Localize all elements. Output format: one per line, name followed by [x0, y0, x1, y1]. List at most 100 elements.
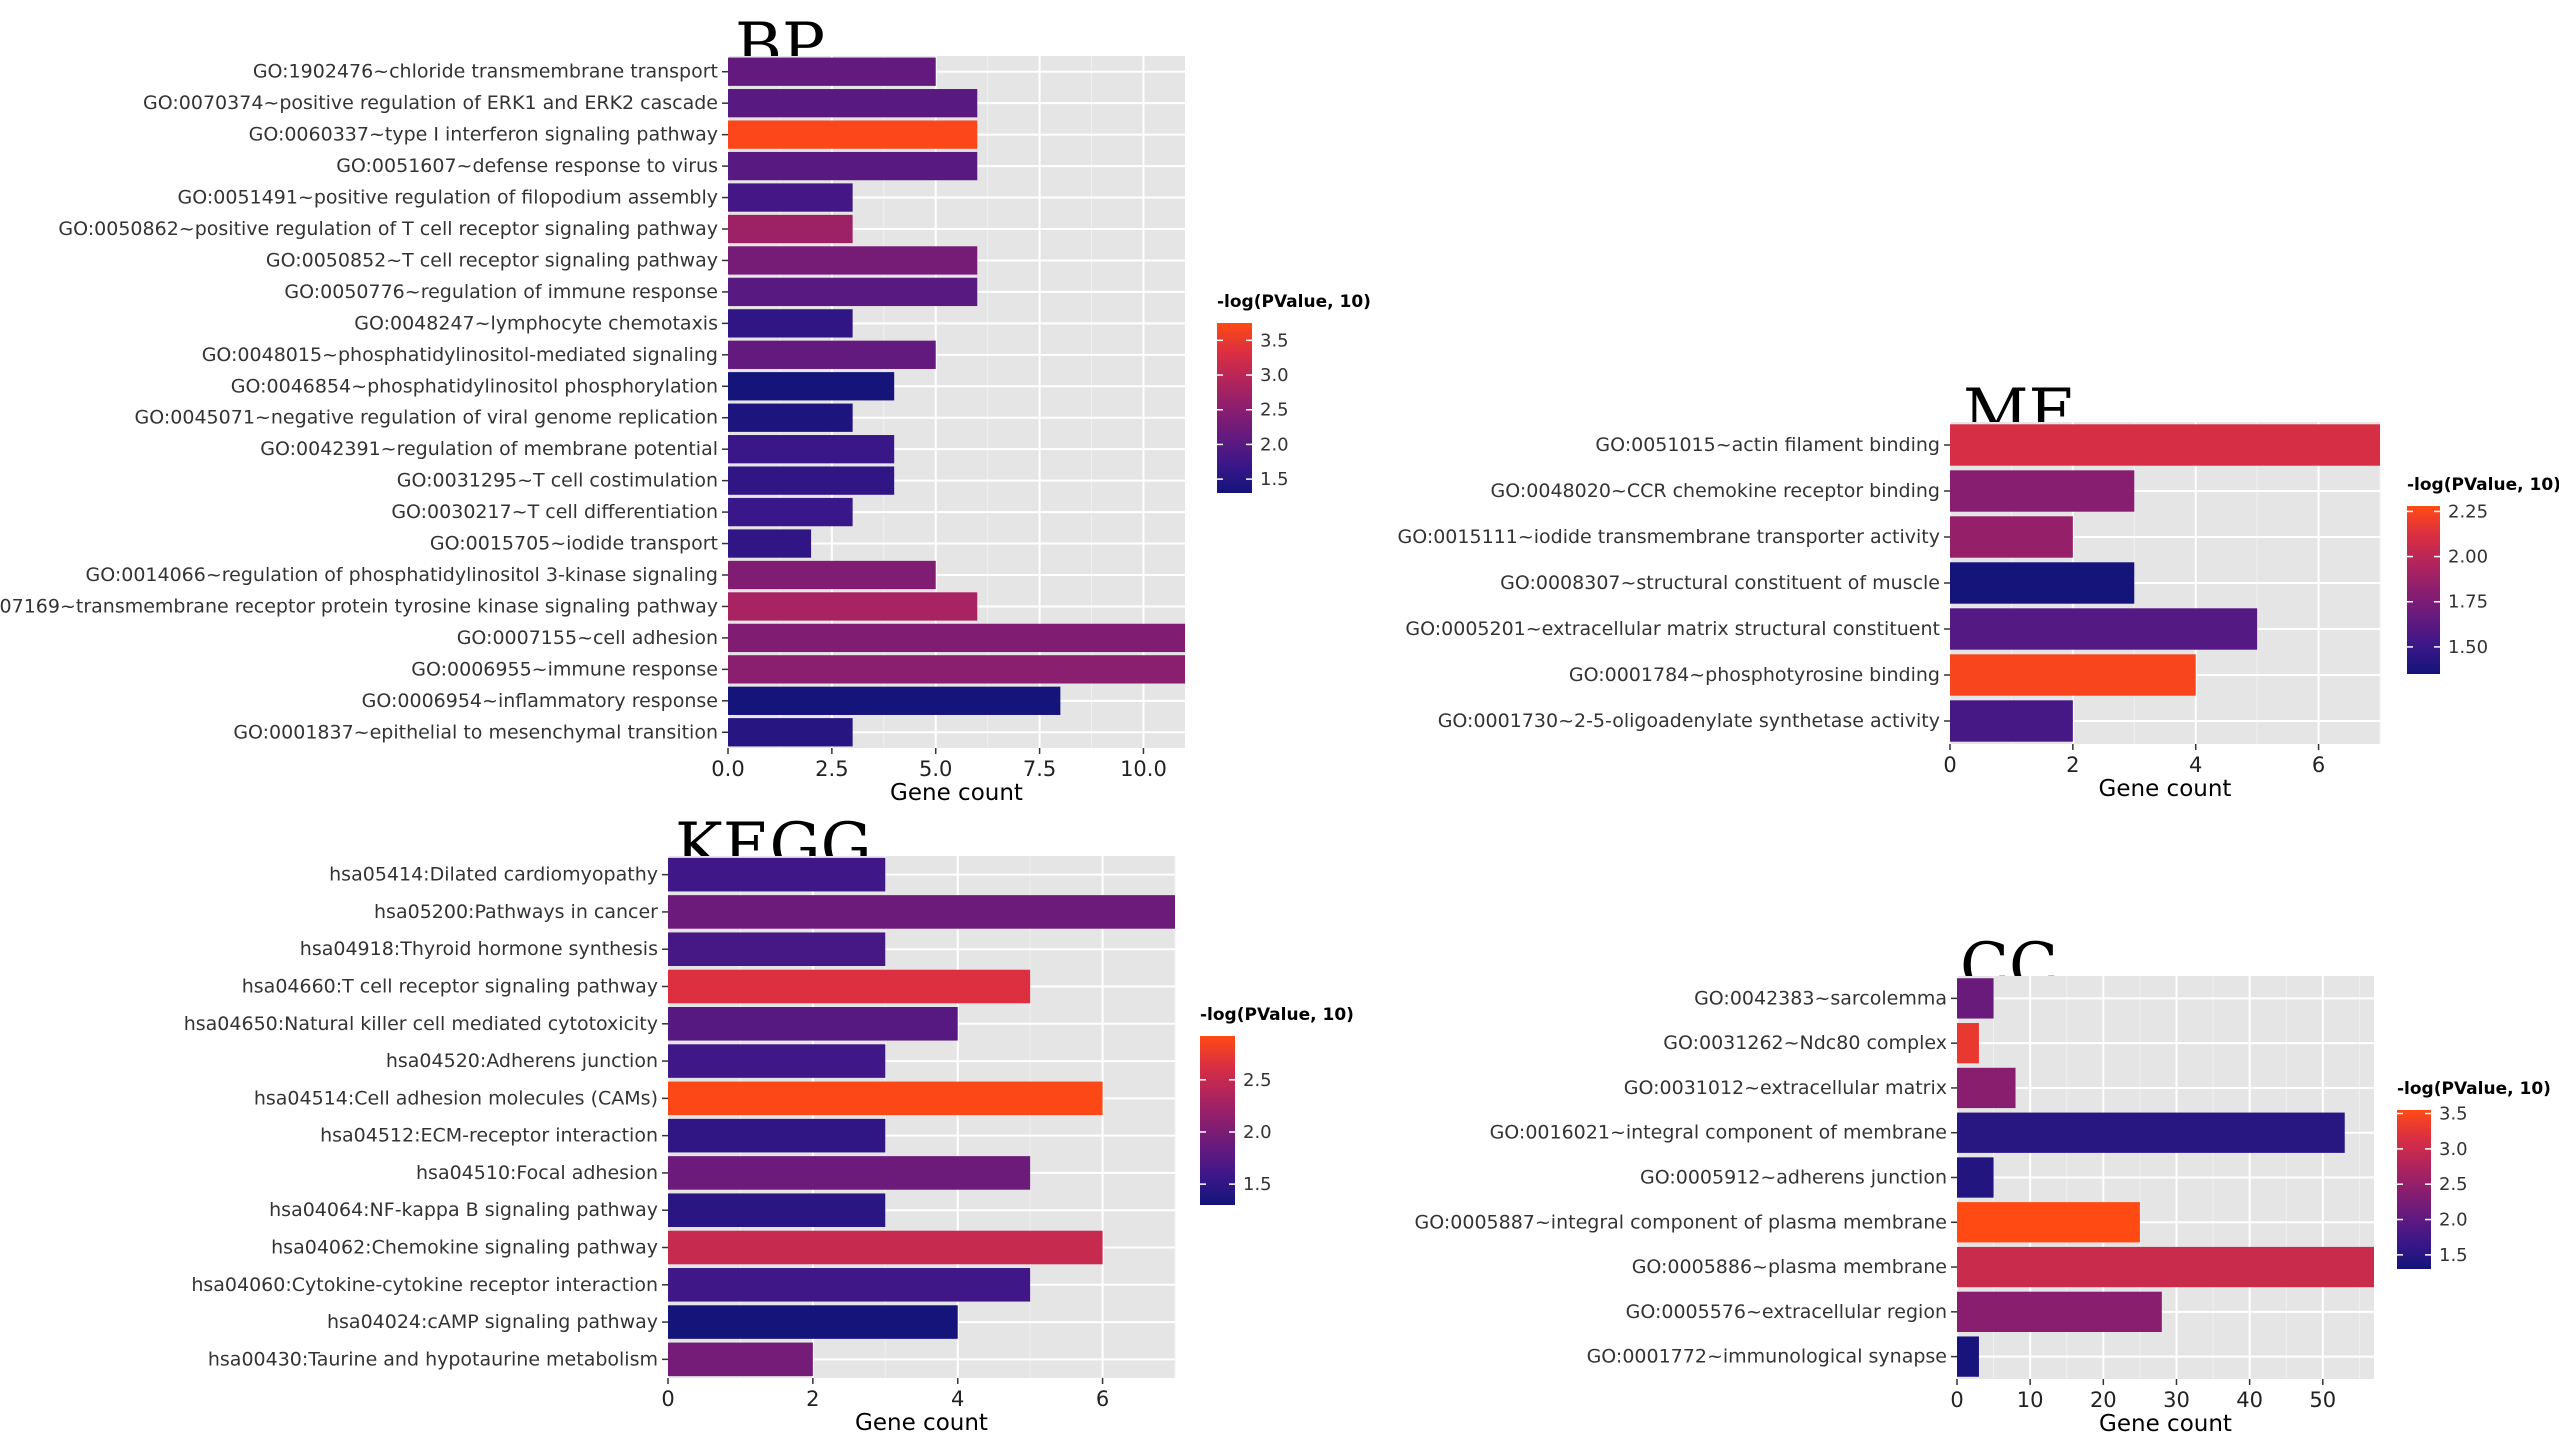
kegg-bar: [668, 932, 886, 966]
mf-legend-tick-label: 1.75: [2448, 592, 2488, 613]
cc-xlabel: Gene count: [2099, 1411, 2232, 1433]
bp-category-label: GO:0006954~inflammatory response: [362, 690, 718, 712]
mf-legend-title: -log(PValue, 10): [2407, 475, 2559, 495]
bp-bar: [728, 57, 936, 86]
cc-category-label: GO:0001772~immunological synapse: [1587, 1346, 1947, 1368]
kegg-bar: [668, 969, 1031, 1004]
bp-category-label: GO:1902476~chloride transmembrane transp…: [253, 61, 718, 83]
bp-bar: [728, 435, 895, 464]
kegg-category-label: hsa04062:Chemokine signaling pathway: [271, 1237, 658, 1259]
bp-legend: -log(PValue, 10) 1.5 2.0 2.5 3.0 3.5: [1217, 292, 1371, 493]
bp-bar: [728, 623, 1185, 653]
mf-xtick-label: 6: [2312, 753, 2325, 777]
cc-xtick-label: 50: [2309, 1388, 2336, 1412]
cc-bar: [1957, 1336, 1979, 1377]
bp-legend-tick-label: 3.0: [1260, 365, 1289, 386]
kegg-legend-tick-label: 1.5: [1243, 1174, 1272, 1195]
kegg-bar: [668, 1007, 958, 1041]
kegg-xtick-label: 0: [661, 1387, 674, 1411]
cc-category-label: GO:0005912~adherens junction: [1640, 1167, 1947, 1189]
mf-legend: -log(PValue, 10) 1.50 1.75 2.00 2.25: [2407, 475, 2559, 674]
cc-bar: [1957, 1246, 2374, 1288]
cc-legend: -log(PValue, 10) 1.5 2.0 2.5 3.0 3.5: [2397, 1079, 2551, 1269]
kegg-category-label: hsa04512:ECM-receptor interaction: [320, 1125, 658, 1147]
mf-bar: [1950, 424, 2380, 466]
kegg-category-label: hsa00430:Taurine and hypotaurine metabol…: [208, 1348, 658, 1370]
cc-bar: [1957, 1023, 1979, 1064]
cc-category-label: GO:0005887~integral component of plasma …: [1415, 1211, 1947, 1233]
cc-xtick-label: 0: [1950, 1388, 1963, 1412]
cc-xtick-label: 20: [2090, 1388, 2117, 1412]
kegg-bar: [668, 1156, 1031, 1190]
cc-xtick-label: 10: [2017, 1388, 2044, 1412]
bp-bar: [728, 655, 1185, 684]
cc-bar: [1957, 1202, 2140, 1243]
mf-xtick-label: 4: [2189, 753, 2202, 777]
kegg-bar: [668, 1342, 813, 1377]
bp-category-label: GO:0050852~T cell receptor signaling pat…: [266, 249, 718, 271]
cc-legend-tick-label: 1.5: [2439, 1245, 2468, 1266]
bp-legend-tick-label: 2.0: [1260, 434, 1289, 455]
bp-bar: [728, 403, 853, 432]
mf-category-label: GO:0001784~phosphotyrosine binding: [1569, 664, 1940, 686]
bp-bar: [728, 309, 853, 338]
kegg-category-label: hsa04510:Focal adhesion: [416, 1162, 658, 1184]
kegg-bar: [668, 1268, 1031, 1302]
kegg-xlabel: Gene count: [855, 1410, 988, 1433]
bp-xtick-label: 7.5: [1023, 757, 1056, 781]
kegg-legend-tick-label: 2.5: [1243, 1070, 1272, 1091]
cc-xtick-label: 40: [2236, 1388, 2263, 1412]
bp-bar: [728, 466, 895, 495]
chart-cc: CCGO:0042383~sarcolemmaGO:0031262~Ndc80 …: [1415, 930, 2551, 1433]
bp-category-label: GO:0015705~iodide transport: [430, 533, 718, 555]
kegg-category-label: hsa05200:Pathways in cancer: [374, 901, 658, 923]
bp-bar: [728, 183, 853, 212]
kegg-xtick-label: 4: [951, 1387, 964, 1411]
cc-bar: [1957, 1157, 1994, 1198]
bp-bar: [728, 497, 853, 527]
bp-category-label: GO:0007169~transmembrane receptor protei…: [0, 595, 718, 617]
bp-bar: [728, 340, 936, 369]
bp-bar: [728, 560, 936, 590]
bp-bar: [728, 686, 1061, 715]
kegg-category-label: hsa04064:NF-kappa B signaling pathway: [269, 1199, 658, 1221]
bp-xtick-label: 0.0: [711, 757, 744, 781]
cc-bar: [1957, 978, 1994, 1019]
kegg-xtick-label: 2: [806, 1387, 819, 1411]
mf-bar: [1950, 700, 2073, 742]
bp-category-label: GO:0060337~type I interferon signaling p…: [249, 124, 718, 146]
mf-category-label: GO:0008307~structural constituent of mus…: [1500, 572, 1940, 594]
kegg-category-label: hsa04918:Thyroid hormone synthesis: [300, 938, 658, 960]
bp-category-label: GO:0050776~regulation of immune response: [284, 281, 718, 303]
mf-legend-colorbar: [2407, 506, 2440, 674]
cc-legend-tick-label: 2.0: [2439, 1210, 2468, 1231]
bp-legend-tick-label: 1.5: [1260, 469, 1289, 490]
bp-bar: [728, 718, 853, 747]
bp-category-label: GO:0006955~immune response: [411, 658, 718, 680]
bp-category-label: GO:0042391~regulation of membrane potent…: [260, 438, 718, 460]
mf-category-label: GO:0015111~iodide transmembrane transpor…: [1397, 526, 1940, 548]
bp-category-label: GO:0051491~positive regulation of filopo…: [178, 187, 718, 209]
bp-category-label: GO:0001837~epithelial to mesenchymal tra…: [233, 721, 718, 743]
kegg-category-label: hsa04520:Adherens junction: [386, 1050, 658, 1072]
kegg-legend-tick-label: 2.0: [1243, 1122, 1272, 1143]
mf-bar: [1950, 516, 2073, 558]
mf-legend-tick-label: 1.50: [2448, 637, 2488, 658]
bp-bar: [728, 529, 812, 558]
bp-bar: [728, 592, 978, 621]
kegg-legend-colorbar: [1200, 1036, 1235, 1205]
mf-xtick-label: 0: [1943, 753, 1956, 777]
bp-category-label: GO:0048247~lymphocyte chemotaxis: [354, 312, 718, 334]
bp-bar: [728, 151, 978, 181]
cc-bar: [1957, 1291, 2162, 1332]
bp-bar: [728, 214, 853, 244]
mf-bar: [1950, 654, 2196, 696]
bp-xtick-label: 10.0: [1120, 757, 1167, 781]
bp-legend-tick-label: 2.5: [1260, 400, 1289, 421]
kegg-bar: [668, 1230, 1103, 1265]
cc-bar: [1957, 1112, 2345, 1153]
cc-legend-tick-label: 2.5: [2439, 1174, 2468, 1195]
cc-xtick-label: 30: [2163, 1388, 2190, 1412]
